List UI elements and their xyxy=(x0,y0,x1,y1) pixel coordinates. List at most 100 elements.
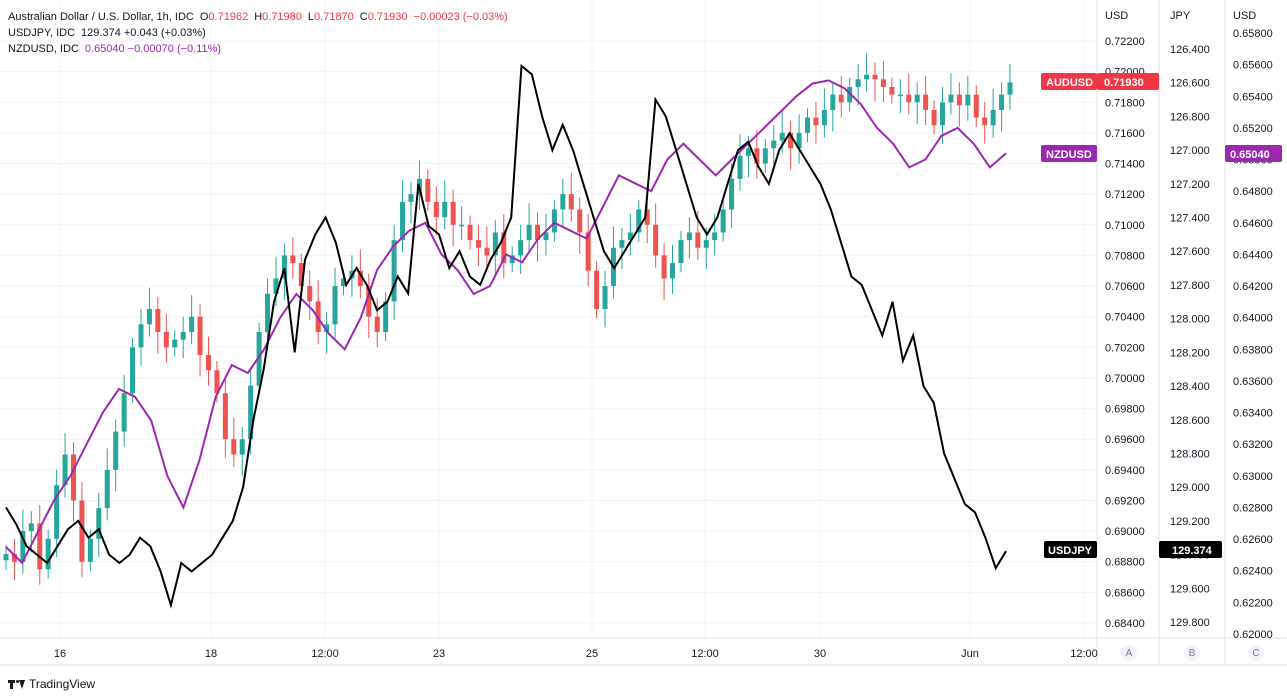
axis-a-tick: 0.68600 xyxy=(1105,587,1145,599)
audusd-candle-body xyxy=(163,332,169,348)
axis-a-tick: 0.69000 xyxy=(1105,526,1145,538)
legend-close-value: 0.71930 xyxy=(367,11,408,23)
audusd-candle-body xyxy=(45,538,51,570)
time-tick: 12:00 xyxy=(1070,648,1098,660)
audusd-candle-body xyxy=(357,270,363,287)
scale-button-b[interactable]: B xyxy=(1184,645,1200,661)
audusd-candle-body xyxy=(551,209,557,233)
audusd-candle-body xyxy=(965,94,971,106)
audusd-candle-body xyxy=(265,293,271,332)
audusd-candle-body xyxy=(661,255,667,279)
axis-c-tick: 0.64600 xyxy=(1233,218,1273,230)
audusd-candle-body xyxy=(585,232,591,271)
audusd-candle-body xyxy=(619,240,625,248)
legend-nzdusd-row: NZDUSD, IDC 0.65040 −0.00070 (−0.11%) xyxy=(8,41,508,57)
time-axis-labels: 16 18 12:00 23 25 12:00 30 Jun 12:00 xyxy=(54,648,1098,660)
axis-a-tick: 0.70000 xyxy=(1105,373,1145,385)
audusd-candle-body xyxy=(374,316,380,332)
audusd-candle-body xyxy=(391,240,397,302)
axis-a-tick: 0.70600 xyxy=(1105,281,1145,293)
usdjpy-line xyxy=(5,63,1007,609)
audusd-candle-body xyxy=(509,255,515,264)
audusd-candle-body xyxy=(332,286,338,325)
audusd-candle-body xyxy=(3,554,9,561)
audusd-candle-body xyxy=(383,301,389,332)
audusd-candle-body xyxy=(526,224,532,241)
tradingview-brand[interactable]: TradingView xyxy=(8,677,95,691)
legend-usdjpy-value: 129.374 +0.043 (+0.03%) xyxy=(81,27,206,39)
legend-usdjpy-symbol: USDJPY, IDC xyxy=(8,27,76,39)
tradingview-brand-label: TradingView xyxy=(29,677,96,691)
audusd-candle-body xyxy=(568,194,574,210)
tradingview-logo-icon xyxy=(8,679,25,689)
audusd-candle-body xyxy=(180,332,186,340)
scale-button-c[interactable]: C xyxy=(1248,645,1264,661)
audusd-candle-body xyxy=(788,132,794,149)
axis-b-tick: 127.000 xyxy=(1170,145,1210,157)
audusd-candle-body xyxy=(779,132,785,141)
audusd-candle-body xyxy=(138,324,144,348)
time-tick: 16 xyxy=(54,648,66,660)
audusd-candle-body xyxy=(838,94,844,103)
chart-legend: Australian Dollar / U.S. Dollar, 1h, IDC… xyxy=(8,9,508,57)
audusd-candle-body xyxy=(644,209,650,225)
audusd-candle-body xyxy=(636,209,642,233)
audusd-candle-body xyxy=(762,148,768,164)
axis-c-tick: 0.64800 xyxy=(1233,186,1273,198)
audusd-badge: AUDUSD 0.71930 xyxy=(1041,73,1159,90)
audusd-candle-body xyxy=(281,255,287,279)
audusd-candle-body xyxy=(408,194,414,202)
audusd-candle-body xyxy=(686,232,692,241)
audusd-candle-body xyxy=(813,117,819,126)
audusd-candle-body xyxy=(906,94,912,103)
audusd-candle-body xyxy=(205,354,211,371)
axis-a-tick: 0.70800 xyxy=(1105,250,1145,262)
axis-b-tick: 129.200 xyxy=(1170,516,1210,528)
audusd-candle-body xyxy=(737,155,743,179)
audusd-candle-body xyxy=(627,232,633,241)
audusd-candle-body xyxy=(172,339,178,348)
audusd-candle-body xyxy=(796,132,802,149)
audusd-candle-body xyxy=(87,538,93,562)
legend-main-symbol: Australian Dollar / U.S. Dollar, 1h, IDC xyxy=(8,11,194,23)
axis-a-unit: USD xyxy=(1105,10,1128,22)
audusd-badge-price: 0.71930 xyxy=(1104,77,1144,89)
audusd-candle-body xyxy=(745,148,751,156)
axis-c-tick: 0.62400 xyxy=(1233,566,1273,578)
audusd-candle-body xyxy=(450,201,456,225)
legend-high-value: 0.71980 xyxy=(262,11,302,23)
audusd-candle-body xyxy=(324,324,330,332)
audusd-candle-body xyxy=(864,74,870,80)
audusd-candle-body xyxy=(442,201,448,218)
time-tick: 25 xyxy=(586,648,598,660)
axis-b-tick: 128.200 xyxy=(1170,347,1210,359)
audusd-candle-body xyxy=(96,508,102,539)
audusd-candle-body xyxy=(914,94,920,103)
legend-open-value: 0.71962 xyxy=(208,11,249,23)
legend-usdjpy-row: USDJPY, IDC 129.374 +0.043 (+0.03%) xyxy=(8,25,508,41)
axis-a-tick: 0.68800 xyxy=(1105,557,1145,569)
audusd-candle-body xyxy=(999,94,1005,110)
axis-c-tick: 0.63400 xyxy=(1233,408,1273,420)
axis-a-tick: 0.71600 xyxy=(1105,128,1145,140)
legend-low-label: L xyxy=(307,11,315,23)
audusd-candle-body xyxy=(273,278,279,294)
axis-b-tick: 127.200 xyxy=(1170,179,1210,191)
time-tick: Jun xyxy=(961,648,979,660)
scale-button-a[interactable]: A xyxy=(1121,645,1137,661)
audusd-candle-body xyxy=(560,194,566,210)
audusd-candle-body xyxy=(197,316,203,355)
audusd-candle-body xyxy=(754,148,760,164)
audusd-candle-body xyxy=(492,232,498,256)
audusd-candle-body xyxy=(248,385,254,440)
audusd-candle-body xyxy=(872,74,878,80)
audusd-candle-body xyxy=(670,263,676,279)
legend-close-label: C xyxy=(359,11,368,23)
legend-open-label: O xyxy=(199,11,209,23)
axis-c-unit: USD xyxy=(1233,10,1256,22)
audusd-candle-body xyxy=(577,209,583,233)
audusd-candle-body xyxy=(425,178,431,202)
audusd-candle-body xyxy=(231,439,237,455)
axis-a-tick: 0.71000 xyxy=(1105,220,1145,232)
